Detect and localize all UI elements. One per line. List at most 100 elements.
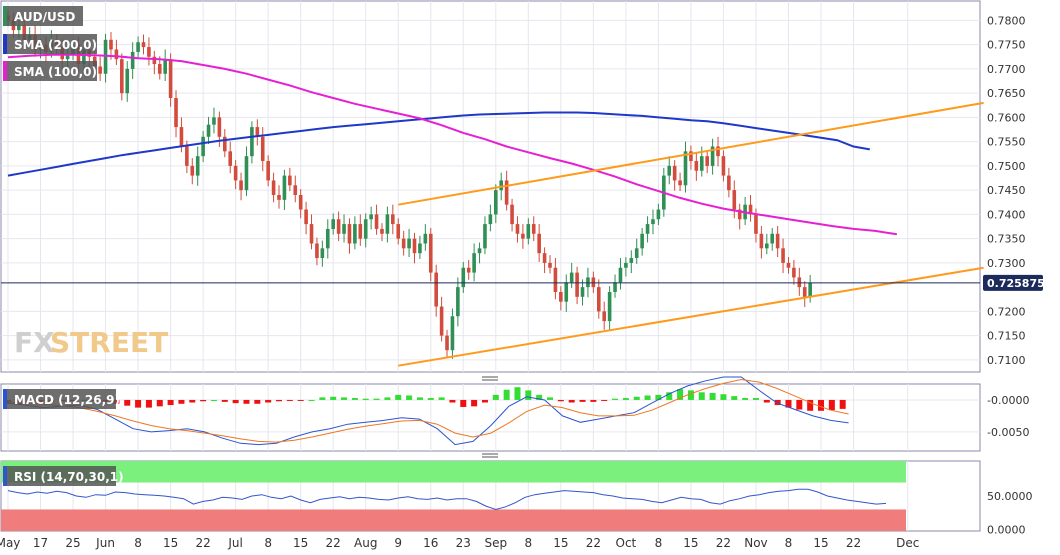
candle xyxy=(174,90,178,138)
macd-histogram-bar xyxy=(330,396,337,400)
candle xyxy=(602,301,606,330)
macd-histogram-bar xyxy=(156,399,163,407)
macd-histogram-bar xyxy=(210,399,217,401)
macd-histogram-bar xyxy=(308,399,315,401)
candle xyxy=(483,216,487,255)
legend-sma200[interactable]: SMA (200,0) xyxy=(3,34,97,54)
macd-resize-handle[interactable] xyxy=(482,376,498,381)
x-tick-label: 23 xyxy=(456,536,471,550)
macd-histogram-bar xyxy=(612,398,619,400)
y-tick-label: 0.7150 xyxy=(987,330,1026,343)
candle xyxy=(716,136,720,167)
macd-histogram-bar xyxy=(774,399,781,406)
candle xyxy=(125,61,130,102)
candle xyxy=(147,37,151,66)
macd-histogram-bar xyxy=(557,399,564,402)
y-tick-label: 0.7300 xyxy=(987,257,1026,270)
candle xyxy=(667,156,672,185)
candle xyxy=(363,213,368,248)
candle xyxy=(683,141,688,193)
candle xyxy=(732,180,737,219)
legend-pair[interactable]: AUD/USD xyxy=(3,6,83,26)
candle xyxy=(580,279,585,306)
macd-histogram-bar xyxy=(742,398,749,400)
candle xyxy=(439,296,444,342)
macd-histogram-bar xyxy=(828,399,835,411)
candle xyxy=(288,167,292,192)
candle xyxy=(488,204,493,232)
x-tick-label: 22 xyxy=(326,536,341,550)
candle xyxy=(195,146,200,186)
x-tick-label: Jul xyxy=(227,536,242,550)
candle xyxy=(428,227,433,282)
candle xyxy=(450,308,455,359)
legend-sma200-label: SMA (200,0) xyxy=(14,38,97,52)
candle xyxy=(423,224,428,251)
macd-histogram-bar xyxy=(796,399,803,410)
candle xyxy=(369,206,373,230)
candle xyxy=(629,250,634,274)
x-tick-label: 15 xyxy=(683,536,698,550)
y-tick-label: 0.7700 xyxy=(987,63,1026,76)
candle xyxy=(705,150,709,174)
macd-histogram-bar xyxy=(698,392,705,400)
macd-histogram-bar xyxy=(687,390,694,400)
legend-sma100[interactable]: SMA (100,0) xyxy=(3,61,97,81)
x-tick-label: 9 xyxy=(394,536,402,550)
candle xyxy=(775,226,780,258)
candle xyxy=(526,218,531,245)
macd-histogram-bar xyxy=(481,399,488,403)
candle xyxy=(331,213,335,235)
x-tick-label: 15 xyxy=(163,536,178,550)
candle xyxy=(494,184,498,224)
candle xyxy=(98,56,102,82)
macd-histogram-bar xyxy=(763,399,770,403)
macd-histogram-bar xyxy=(135,399,142,408)
candle xyxy=(689,145,693,170)
candle xyxy=(136,36,140,58)
x-tick-label: 8 xyxy=(264,536,272,550)
candle xyxy=(380,223,384,242)
sma100-line xyxy=(7,53,898,236)
candle xyxy=(531,216,536,242)
macd-histogram-bar xyxy=(221,399,228,402)
macd-tick-label: -0.0000 xyxy=(987,394,1029,407)
legend-rsi[interactable]: RSI (14,70,30,1) xyxy=(3,466,124,486)
macd-histogram-bar xyxy=(677,389,684,400)
x-tick-label: 15 xyxy=(553,536,568,550)
candle xyxy=(358,214,363,246)
candle xyxy=(770,227,775,251)
x-tick-label: 8 xyxy=(655,536,663,550)
candle xyxy=(445,329,449,358)
macd-histogram-bar xyxy=(568,399,575,403)
macd-histogram-bar xyxy=(709,392,716,400)
channel-lower-line xyxy=(398,266,984,367)
candle xyxy=(391,204,395,235)
x-tick-label: 22 xyxy=(716,536,731,550)
x-tick-label: 15 xyxy=(813,536,828,550)
macd-histogram-bar xyxy=(731,396,738,400)
macd-histogram-bar xyxy=(839,399,846,409)
candle xyxy=(250,121,254,164)
macd-histogram-bar xyxy=(265,399,272,403)
macd-histogram-bar xyxy=(395,394,402,400)
y-tick-label: 0.7750 xyxy=(987,39,1026,52)
macd-histogram-bar xyxy=(579,399,586,402)
macd-panel xyxy=(0,383,981,452)
x-tick-label: Nov xyxy=(744,536,767,550)
legend-macd[interactable]: MACD (12,26,9) xyxy=(3,389,120,409)
candle xyxy=(678,172,682,192)
candle xyxy=(542,247,547,274)
candle xyxy=(564,274,569,312)
candle xyxy=(260,127,265,172)
macd-histogram-bar xyxy=(189,399,196,403)
candle xyxy=(504,170,509,211)
candle xyxy=(456,277,460,327)
candle xyxy=(325,219,330,259)
candle xyxy=(607,286,612,332)
macd-histogram-bar xyxy=(178,399,185,404)
macd-line xyxy=(7,376,849,446)
y-tick-label: 0.7450 xyxy=(987,184,1026,197)
candle xyxy=(130,42,135,80)
rsi-resize-handle[interactable] xyxy=(482,453,498,458)
